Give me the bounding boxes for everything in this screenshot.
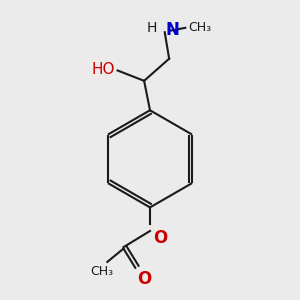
Text: CH₃: CH₃ <box>188 21 212 34</box>
Text: O: O <box>137 270 151 288</box>
Text: CH₃: CH₃ <box>90 265 113 278</box>
Text: O: O <box>153 229 167 247</box>
Text: HO: HO <box>91 61 115 76</box>
Text: H: H <box>146 21 157 35</box>
Text: N: N <box>166 21 179 39</box>
